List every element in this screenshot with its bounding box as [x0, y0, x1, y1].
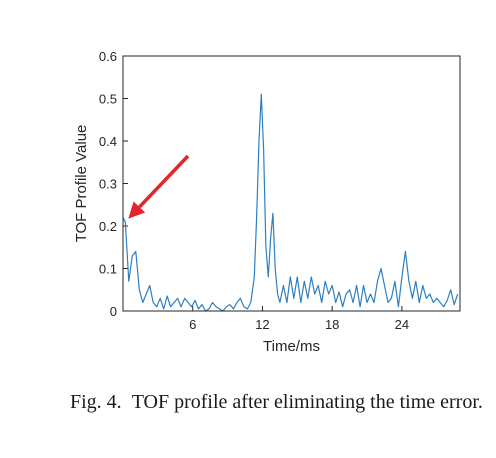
y-tick-label: 0.3 — [99, 177, 117, 192]
y-tick-label: 0.1 — [99, 262, 117, 277]
red-arrow-annotation — [128, 154, 190, 219]
arrow-head — [128, 201, 146, 219]
x-tick-label: 6 — [189, 317, 196, 332]
y-axis-label: TOF Profile Value — [73, 125, 90, 243]
figure-caption: Fig. 4. TOF profile after eliminating th… — [70, 388, 490, 416]
x-axis-ticks: 6 12 18 24 — [189, 306, 409, 332]
y-axis-ticks: 0 0.1 0.2 0.3 0.4 0.5 0.6 — [99, 49, 128, 319]
y-tick-label: 0.6 — [99, 49, 117, 64]
plot-frame — [122, 55, 461, 312]
y-tick-label: 0.5 — [99, 92, 117, 107]
y-tick-label: 0 — [110, 304, 117, 319]
x-tick-label: 18 — [325, 317, 339, 332]
tof-profile-chart: 0 0.1 0.2 0.3 0.4 0.5 0.6 6 12 18 24 Time/ms TOF … — [73, 49, 461, 355]
caption-label: Fig. 4. — [70, 391, 122, 413]
x-axis-label: Time/ms — [263, 338, 320, 355]
arrow-shaft — [138, 154, 190, 209]
series-line — [122, 93, 459, 312]
y-tick-label: 0.2 — [99, 219, 117, 234]
caption-text: TOF profile after eliminating the time e… — [131, 391, 483, 413]
x-tick-label: 24 — [395, 317, 409, 332]
y-tick-label: 0.4 — [99, 134, 117, 149]
x-tick-label: 12 — [255, 317, 269, 332]
